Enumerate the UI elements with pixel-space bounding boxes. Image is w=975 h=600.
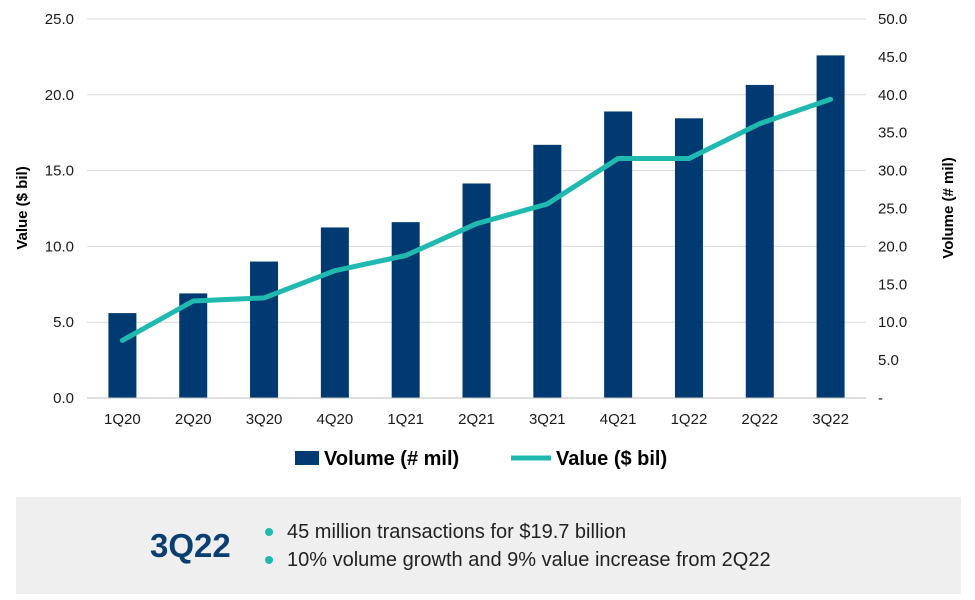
right-tick-label: 35.0 [878, 125, 907, 142]
right-tick-label: 40.0 [878, 87, 907, 104]
x-tick-label: 3Q20 [246, 411, 283, 428]
x-tick-label: 1Q20 [104, 411, 141, 428]
summary-panel: 3Q22 45 million transactions for $19.7 b… [16, 497, 961, 594]
right-tick-label: 15.0 [878, 276, 907, 293]
x-axis-ticks: 1Q20 2Q20 3Q20 4Q20 1Q21 2Q21 3Q21 4Q21 1Q22 2Q22… [104, 411, 849, 428]
right-axis-ticks: - 5.0 10.0 15.0 20.0 25.0 30.0 35.0 40.0 45.0 50.0 [878, 11, 907, 407]
left-axis-title: Value ($ bil) [14, 166, 31, 249]
volume-bar [462, 183, 491, 398]
summary-bullets: 45 million transactions for $19.7 billio… [265, 518, 771, 574]
volume-bar [745, 84, 774, 399]
summary-period: 3Q22 [150, 527, 231, 564]
right-tick-label: 10.0 [878, 314, 907, 331]
volume-bar [108, 313, 137, 398]
volume-bars [108, 55, 845, 399]
left-axis-ticks: 0.0 5.0 10.0 15.0 20.0 25.0 [45, 11, 74, 407]
combo-chart: 0.0 5.0 10.0 15.0 20.0 25.0 - 5.0 10.0 15.0 20.0 2… [14, 11, 957, 470]
legend-label-value: Value ($ bil) [556, 448, 667, 470]
x-tick-label: 2Q20 [175, 411, 212, 428]
volume-bar [250, 261, 279, 398]
right-tick-label: 50.0 [878, 11, 907, 28]
x-tick-label: 3Q22 [812, 411, 849, 428]
x-tick-label: 4Q21 [600, 411, 637, 428]
value-line [119, 96, 834, 343]
left-tick-label: 0.0 [53, 390, 74, 407]
volume-bar [179, 293, 208, 398]
x-tick-label: 2Q22 [741, 411, 778, 428]
volume-bar [533, 144, 562, 398]
x-tick-label: 1Q22 [671, 411, 708, 428]
right-tick-label: 25.0 [878, 201, 907, 218]
left-tick-label: 25.0 [45, 11, 74, 28]
right-tick-label: 30.0 [878, 163, 907, 180]
right-tick-label: 45.0 [878, 49, 907, 66]
volume-bar [674, 118, 703, 398]
volume-bar [816, 55, 845, 398]
summary-bullet: 45 million transactions for $19.7 billio… [265, 518, 771, 546]
left-tick-label: 5.0 [53, 314, 74, 331]
right-tick-label: 20.0 [878, 238, 907, 255]
right-tick-label: 5.0 [878, 352, 899, 369]
x-tick-label: 2Q21 [458, 411, 495, 428]
left-tick-label: 20.0 [45, 87, 74, 104]
x-tick-label: 4Q20 [317, 411, 354, 428]
gridlines [87, 18, 866, 323]
legend-swatch-volume [295, 451, 319, 465]
right-tick-label: - [878, 390, 883, 407]
volume-bar [604, 111, 633, 398]
summary-bullet: 10% volume growth and 9% value increase … [265, 546, 771, 574]
x-tick-label: 1Q21 [387, 411, 424, 428]
x-tick-label: 3Q21 [529, 411, 566, 428]
value-line-path [119, 96, 834, 343]
summary-bullet-text: 10% volume growth and 9% value increase … [287, 549, 771, 571]
bullet-dot-icon [265, 528, 273, 536]
summary-bullet-text: 45 million transactions for $19.7 billio… [287, 521, 627, 543]
bullet-dot-icon [265, 556, 273, 564]
legend-label-volume: Volume (# mil) [324, 448, 459, 470]
left-tick-label: 15.0 [45, 163, 74, 180]
left-tick-label: 10.0 [45, 238, 74, 255]
right-axis-title: Volume (# mil) [940, 157, 957, 258]
volume-bar [320, 227, 349, 398]
legend: Volume (# mil) Value ($ bil) [295, 448, 667, 470]
